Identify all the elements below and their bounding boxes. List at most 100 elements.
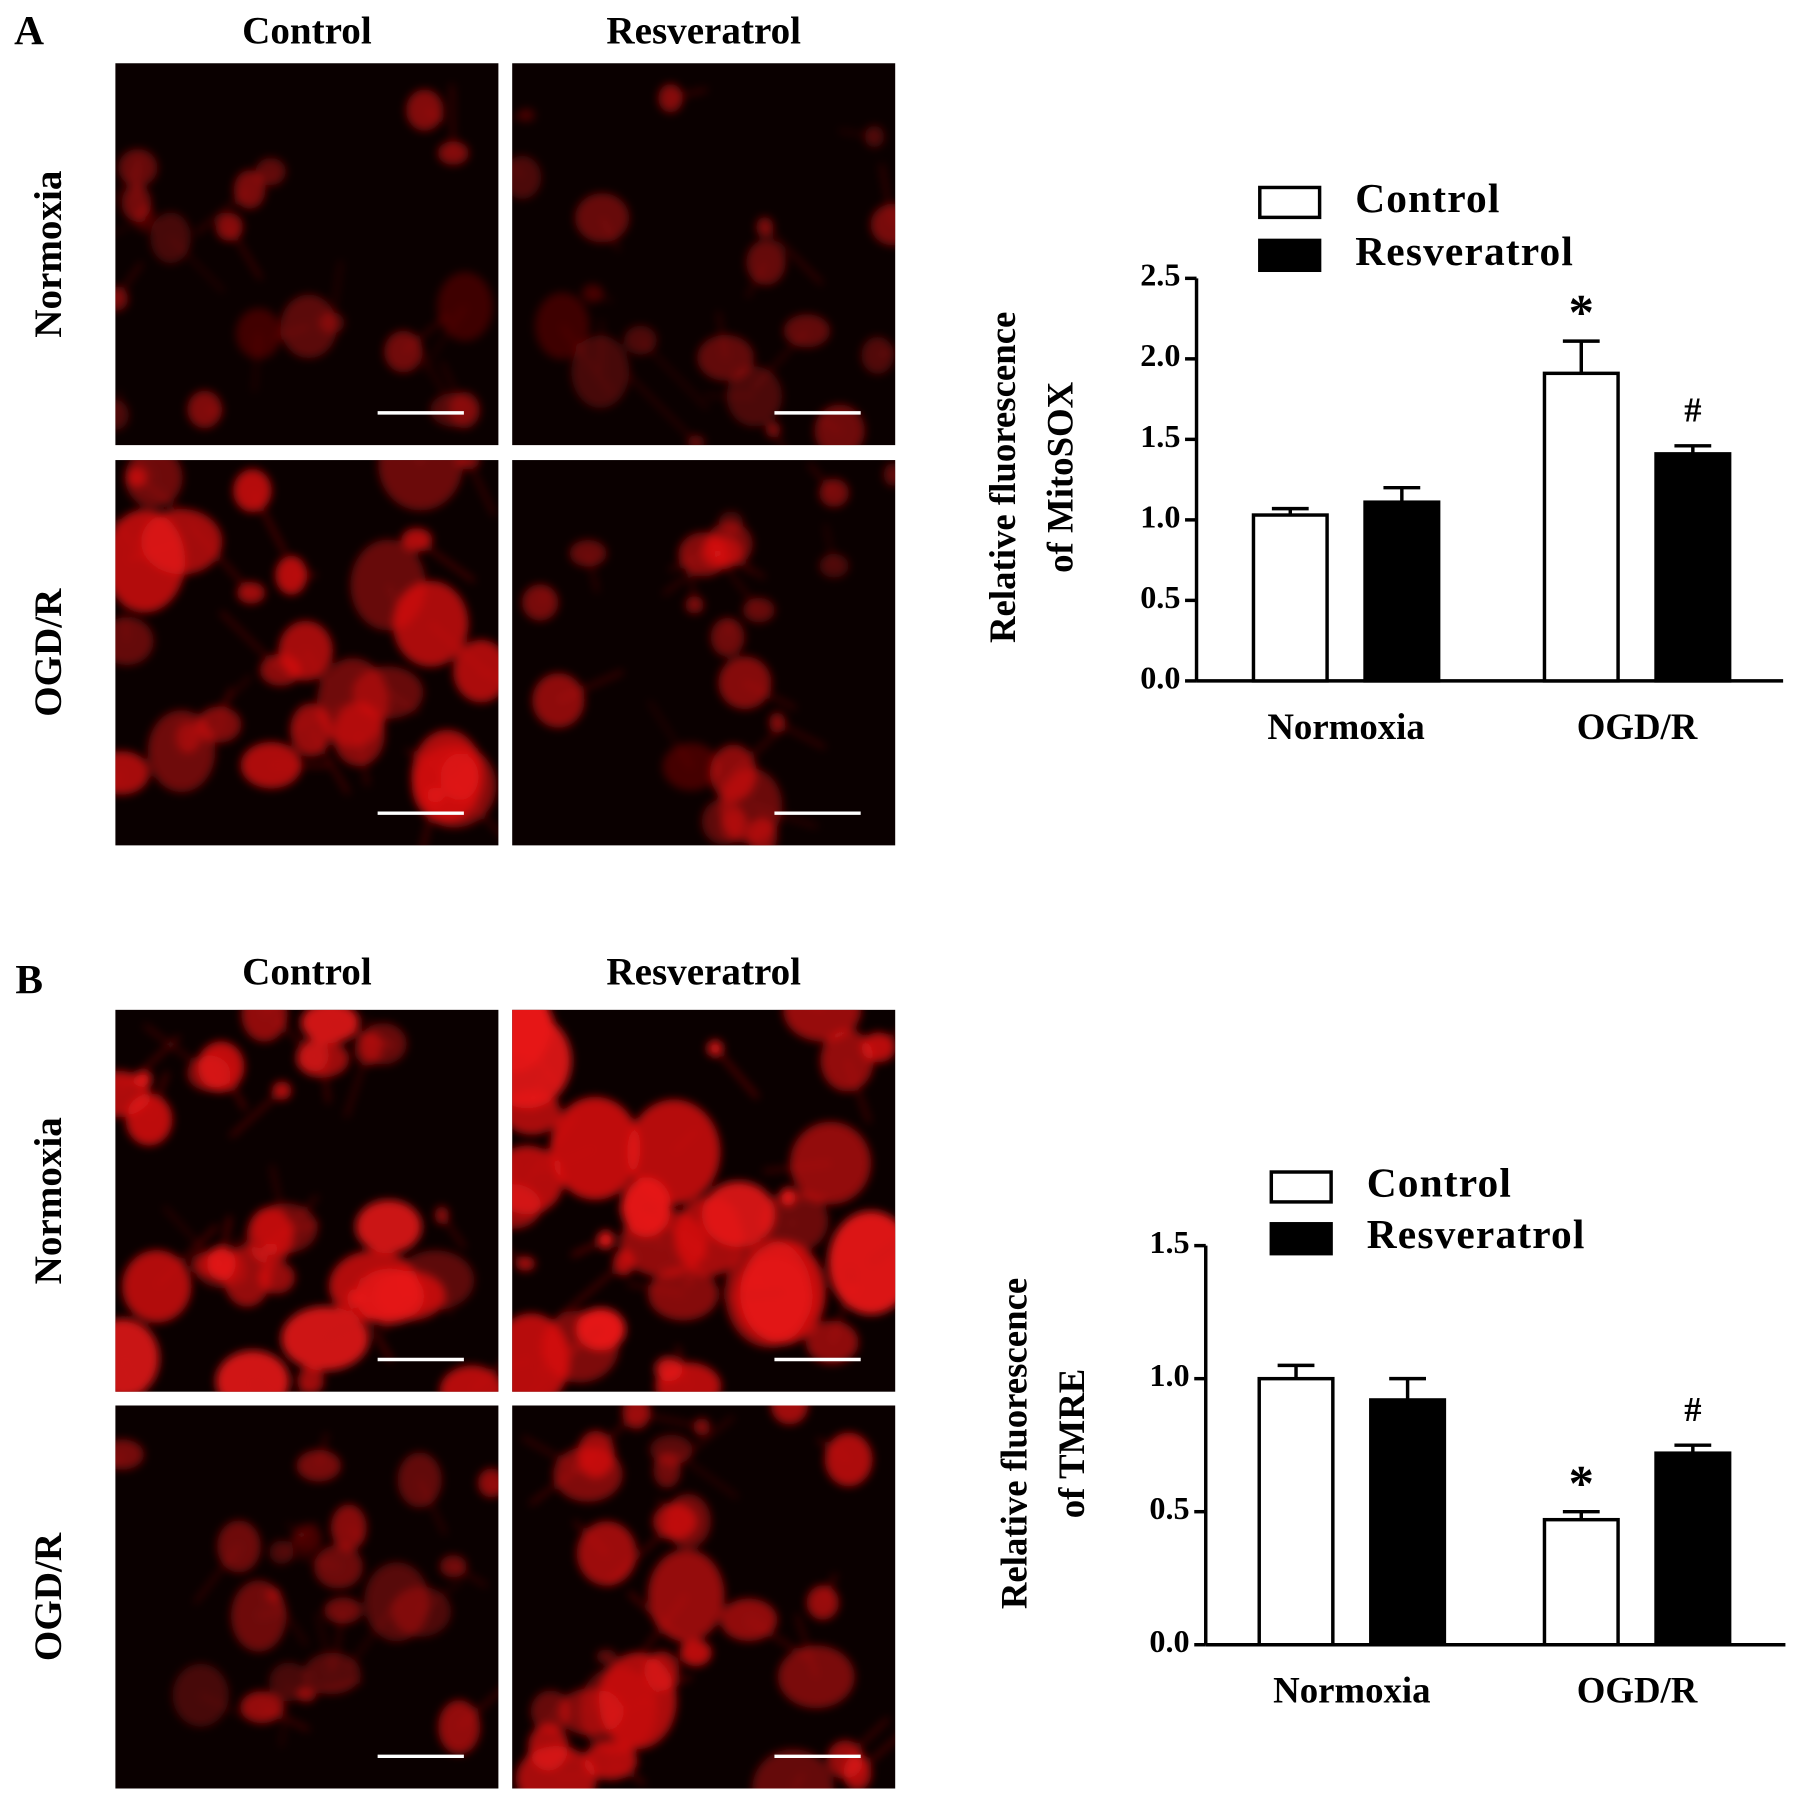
neurite <box>115 1453 124 1465</box>
cell <box>397 1452 442 1508</box>
cells <box>522 462 896 846</box>
neurite <box>420 1577 465 1613</box>
y-tick-label: 0.0 <box>1140 659 1180 695</box>
neurite <box>115 771 123 784</box>
neurite <box>598 319 604 372</box>
neurite <box>557 669 624 703</box>
y-tick-label: 0.5 <box>1140 579 1180 615</box>
cell <box>512 1013 572 1109</box>
neurite <box>450 84 455 154</box>
neurite <box>600 217 621 252</box>
neurite <box>280 1521 320 1554</box>
micrograph <box>512 1009 896 1392</box>
legend-label: Resveratrol <box>1355 228 1574 274</box>
y-axis-label: Relative fluorescence <box>982 312 1023 643</box>
cell <box>512 155 542 200</box>
cell <box>597 1230 615 1249</box>
cell <box>710 617 745 657</box>
neurite <box>869 1243 896 1265</box>
legend-swatch <box>1258 238 1322 273</box>
cell <box>516 1745 597 1789</box>
neurite <box>604 1655 617 1671</box>
cell <box>115 1318 160 1392</box>
cell <box>233 469 272 513</box>
cell <box>575 193 630 243</box>
neurite <box>229 1089 284 1138</box>
neurite <box>187 522 253 595</box>
neurite <box>879 163 895 225</box>
neurite <box>789 1220 796 1227</box>
cell <box>241 1009 288 1042</box>
cell <box>115 286 129 311</box>
neurite <box>258 1608 282 1618</box>
neurite <box>270 1164 287 1229</box>
neurite <box>791 1772 806 1789</box>
neurite <box>877 1032 896 1049</box>
bar <box>1363 500 1441 683</box>
cell <box>115 1070 151 1117</box>
cell <box>300 1009 360 1044</box>
neurite <box>273 324 310 340</box>
cell <box>215 1350 290 1392</box>
neurite <box>115 518 147 563</box>
y-axis-label: of TMRE <box>1051 1369 1092 1519</box>
neurite <box>744 681 797 710</box>
neurite <box>856 1737 896 1775</box>
neurite <box>627 1591 697 1655</box>
micrograph <box>512 460 896 846</box>
bar <box>1542 371 1620 683</box>
neurite <box>357 1276 375 1288</box>
cell <box>296 1449 342 1482</box>
neurite <box>251 1380 267 1392</box>
cell <box>280 294 338 359</box>
neurite <box>521 1436 589 1476</box>
significance-mark: * <box>1569 285 1594 341</box>
neurite <box>750 804 818 829</box>
row-label: OGD/R <box>27 588 70 717</box>
neurite <box>386 691 421 715</box>
neurite <box>817 416 841 433</box>
cell <box>240 1691 284 1724</box>
neurite <box>418 1479 447 1536</box>
neurite <box>639 338 709 410</box>
neurite <box>713 1047 759 1099</box>
y-tick-label: 1.5 <box>1149 1224 1189 1260</box>
neurite <box>418 350 456 411</box>
micrograph <box>115 1009 499 1392</box>
neurite <box>823 523 836 567</box>
panel-label: B <box>15 956 43 1002</box>
cells <box>512 1009 896 1392</box>
legend-swatch <box>1269 1222 1333 1256</box>
column-header: Control <box>242 9 372 52</box>
cell <box>384 330 423 373</box>
cell <box>870 203 896 246</box>
neurite <box>635 1594 688 1661</box>
neurite <box>592 291 614 303</box>
y-tick-label: 1.0 <box>1140 498 1180 534</box>
neurite <box>115 261 144 300</box>
neurite <box>193 1545 241 1605</box>
x-tick-label: OGD/R <box>1577 1670 1698 1711</box>
neurite <box>556 1768 621 1781</box>
cell <box>771 1405 809 1425</box>
neurite <box>795 1613 818 1678</box>
cells <box>115 460 499 846</box>
neurite <box>556 1261 625 1321</box>
cell <box>215 212 244 241</box>
neurite <box>250 489 287 555</box>
cell <box>275 555 308 595</box>
neurite <box>892 472 896 478</box>
legend-swatch <box>1269 1170 1333 1204</box>
neurite <box>817 1438 850 1461</box>
neurite <box>116 1035 181 1096</box>
neurite <box>586 552 600 593</box>
cells <box>115 1433 499 1755</box>
x-tick-label: Normoxia <box>1273 1670 1430 1711</box>
neurite <box>821 1573 838 1604</box>
bar <box>1542 1517 1620 1647</box>
significance-mark: * <box>1569 1455 1594 1511</box>
neurite <box>539 1146 596 1174</box>
neurite <box>672 1128 699 1154</box>
legend-label: Control <box>1355 175 1500 221</box>
